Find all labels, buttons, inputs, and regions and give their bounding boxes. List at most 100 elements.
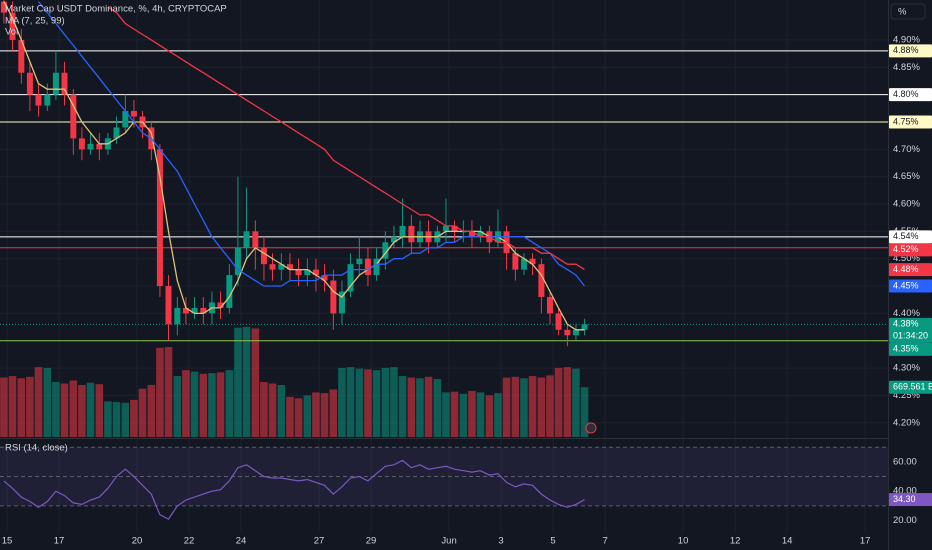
candle-body xyxy=(572,329,579,336)
candle-body xyxy=(538,264,545,297)
candle-body xyxy=(243,231,250,248)
rsi-tick-label: 60.00 xyxy=(893,456,917,467)
candle-body xyxy=(130,111,137,117)
volume-bar xyxy=(8,376,17,437)
volume-bar xyxy=(130,399,138,437)
candle-body xyxy=(581,324,588,330)
candle-body xyxy=(191,307,198,314)
volume-bar xyxy=(199,373,208,437)
rsi-layer xyxy=(0,446,888,520)
y-tick-label: 4.50% xyxy=(893,253,920,264)
price-badge-label: 4.54% xyxy=(893,231,919,241)
candle-body xyxy=(96,143,103,150)
unit-button-label[interactable]: % xyxy=(898,7,907,18)
candle-body xyxy=(26,72,33,95)
candle-body xyxy=(408,225,415,243)
volume-bar xyxy=(511,376,520,437)
volume-bar xyxy=(398,376,407,437)
moving-average-line xyxy=(37,1,586,287)
volume-bar xyxy=(52,382,60,437)
volume-bar xyxy=(60,383,69,437)
rsi-label: RSI (14, close) xyxy=(5,443,68,454)
price-badge xyxy=(889,88,932,102)
volume-bar xyxy=(208,373,216,437)
volume-bar xyxy=(17,378,26,437)
candle-body xyxy=(113,127,120,139)
y-tick-label: 4.20% xyxy=(893,417,920,428)
candle-body xyxy=(286,264,293,270)
candle-body xyxy=(321,275,328,281)
candle-body xyxy=(87,143,94,150)
axis-layer: 15 17 20 22 24 27 29 Jun 3 5 7 10 12 14 17 4.90% 4.85% 4.… xyxy=(2,34,932,547)
candle-body xyxy=(200,307,207,314)
x-tick-label: 15 xyxy=(2,536,13,547)
price-badge xyxy=(889,317,932,343)
moving-average-line xyxy=(3,1,585,331)
volume-bar xyxy=(546,375,554,437)
candle-body xyxy=(174,307,181,325)
volume-layer xyxy=(0,327,589,437)
x-tick-label: 10 xyxy=(678,536,689,547)
price-badge-label: 01:34:20 xyxy=(893,331,928,341)
candle-body xyxy=(260,247,267,265)
price-badge xyxy=(889,243,932,257)
candle-body xyxy=(252,231,259,248)
volume-bar xyxy=(554,367,563,437)
volume-bar xyxy=(69,380,78,437)
volume-bar xyxy=(537,377,546,437)
price-badge xyxy=(889,380,932,394)
candle-body xyxy=(555,313,562,330)
candle-body xyxy=(78,138,85,150)
price-badge-label: 669.561 B xyxy=(893,382,932,392)
candle-body xyxy=(529,258,536,265)
volume-bar xyxy=(147,384,156,437)
alert-icon[interactable] xyxy=(585,422,597,434)
volume-bar xyxy=(251,328,260,437)
x-tick-label: 29 xyxy=(366,536,377,547)
candle-body xyxy=(399,225,406,237)
volume-bar xyxy=(190,371,199,437)
candle-body xyxy=(512,253,519,270)
candle-body xyxy=(70,94,77,139)
x-tick-label: 22 xyxy=(184,536,195,547)
volume-bar xyxy=(303,395,312,437)
price-badge xyxy=(889,342,932,356)
candle-body xyxy=(442,225,449,232)
candle-body xyxy=(122,111,129,128)
y-tick-label: 4.85% xyxy=(893,62,920,73)
volume-bar xyxy=(381,367,390,437)
price-badge-label: 4.88% xyxy=(893,45,919,55)
y-tick-label: 4.30% xyxy=(893,363,920,374)
x-tick-label: 17 xyxy=(860,536,871,547)
x-tick-label: 3 xyxy=(498,536,503,547)
candle-body xyxy=(295,269,302,276)
candle-body xyxy=(0,1,7,13)
y-tick-label: 4.25% xyxy=(893,390,920,401)
candle-body xyxy=(477,231,484,237)
y-tick-label: 4.65% xyxy=(893,171,920,182)
candle-body xyxy=(373,258,380,276)
volume-bar xyxy=(78,384,86,437)
candle-body xyxy=(382,242,389,259)
candle-body xyxy=(564,329,571,336)
rsi-line xyxy=(3,459,585,520)
moving-average-line xyxy=(107,6,585,271)
volume-bar xyxy=(86,382,95,437)
y-tick-label: 4.70% xyxy=(893,144,920,155)
volume-bar xyxy=(520,378,528,437)
volume-bar xyxy=(225,370,234,437)
volume-bar xyxy=(459,393,468,437)
unit-button[interactable] xyxy=(890,3,926,20)
candle-body xyxy=(18,39,25,73)
volume-bar xyxy=(442,392,450,437)
volume-bar xyxy=(329,389,338,437)
x-tick-label: 14 xyxy=(782,536,793,547)
volume-bar xyxy=(182,370,190,437)
candle-body xyxy=(165,286,172,325)
volume-bar xyxy=(320,393,329,437)
volume-bar xyxy=(476,392,485,437)
x-tick-label: 20 xyxy=(132,536,143,547)
candle-body xyxy=(390,236,397,243)
rsi-badge-label: 34.30 xyxy=(893,494,916,504)
